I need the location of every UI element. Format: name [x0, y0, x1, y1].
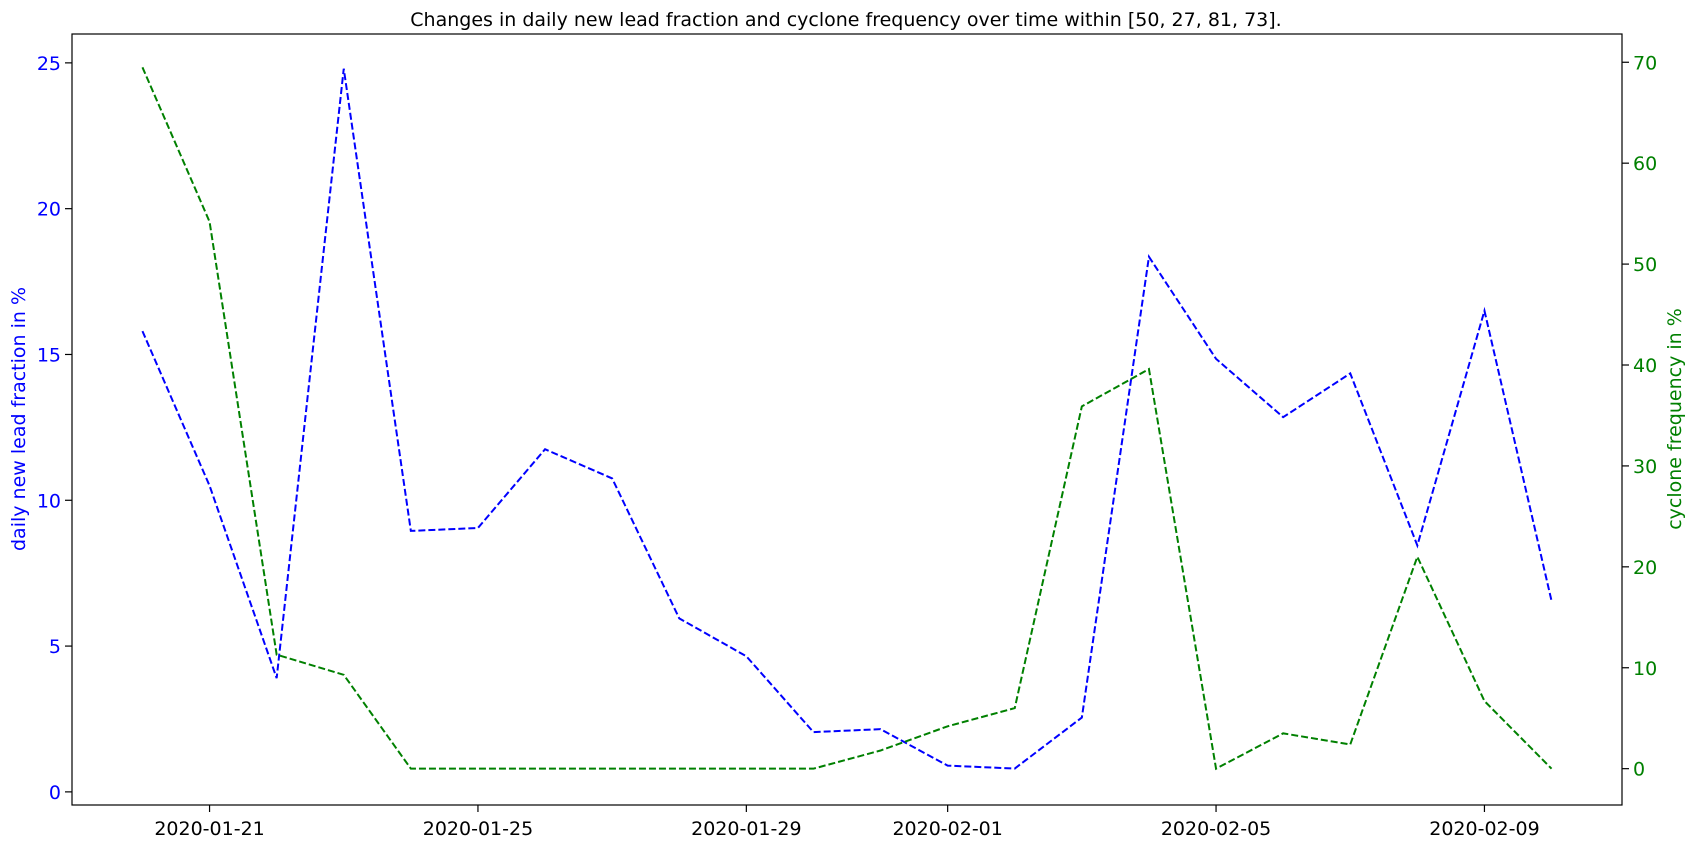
left-tick-label: 5 — [49, 636, 61, 658]
left-tick-label: 25 — [37, 53, 61, 75]
right-tick-label: 70 — [1633, 52, 1657, 74]
x-tick-label: 2020-02-09 — [1429, 818, 1539, 840]
right-tick-label: 50 — [1633, 254, 1657, 276]
x-tick-label: 2020-01-29 — [691, 818, 801, 840]
right-tick-label: 30 — [1633, 456, 1657, 478]
right-y-axis: 0 10 20 30 40 50 60 70 — [1622, 52, 1657, 781]
right-tick-label: 40 — [1633, 355, 1657, 377]
left-axis-label: daily new lead fraction in % — [8, 287, 30, 551]
right-tick-label: 20 — [1633, 557, 1657, 579]
right-axis-label: cyclone frequency in % — [1664, 308, 1686, 530]
x-tick-label: 2020-01-25 — [423, 818, 533, 840]
series-line-right — [141, 66, 1553, 771]
left-tick-label: 10 — [37, 490, 61, 512]
plot-frame — [71, 33, 1623, 806]
left-tick-label: 15 — [37, 344, 61, 366]
left-y-axis: 0 5 10 15 20 25 — [37, 53, 72, 804]
left-tick-label: 20 — [37, 199, 61, 221]
left-tick-label: 0 — [49, 782, 61, 804]
series-line-left — [141, 68, 1553, 770]
x-tick-label: 2020-02-01 — [892, 818, 1002, 840]
x-tick-label: 2020-02-05 — [1161, 818, 1271, 840]
right-tick-label: 60 — [1633, 153, 1657, 175]
chart-title: Changes in daily new lead fraction and c… — [410, 9, 1281, 31]
x-axis: 2020-01-21 2020-01-25 2020-01-29 2020-02-01… — [154, 805, 1540, 840]
right-tick-label: 10 — [1633, 658, 1657, 680]
series-layer — [141, 66, 1553, 771]
x-tick-label: 2020-01-21 — [154, 818, 264, 840]
right-tick-label: 0 — [1633, 759, 1645, 781]
